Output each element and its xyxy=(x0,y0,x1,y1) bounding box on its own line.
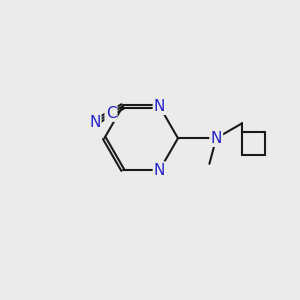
Text: C: C xyxy=(106,106,116,121)
Text: N: N xyxy=(89,115,100,130)
Text: N: N xyxy=(211,131,222,146)
Text: N: N xyxy=(154,163,165,178)
Text: N: N xyxy=(154,99,165,114)
